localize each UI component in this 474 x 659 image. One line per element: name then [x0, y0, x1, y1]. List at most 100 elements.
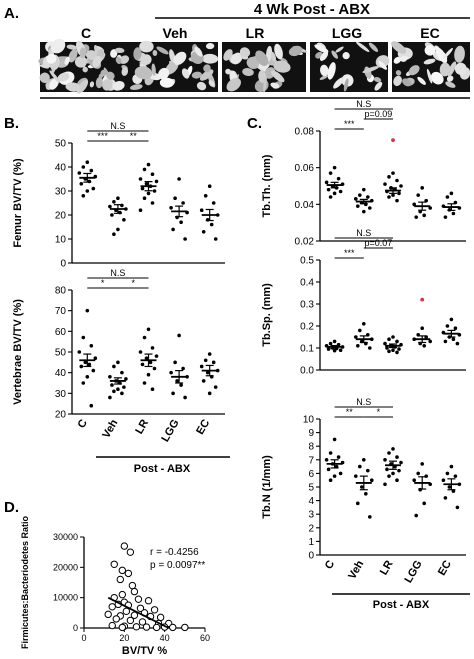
x-tick-label: LR: [133, 417, 151, 436]
y-axis-label: Firmicutes:Bacteriodetes Ratio: [20, 515, 30, 649]
microct-trabecula: [139, 40, 154, 53]
y-tick-label: 7: [308, 455, 314, 466]
data-point: [213, 237, 218, 241]
data-point: [412, 478, 417, 483]
data-point: [387, 451, 391, 455]
y-tick-label: 9: [308, 428, 314, 439]
x-tick-label: C: [76, 417, 90, 430]
data-point: [169, 623, 177, 632]
data-point: [383, 182, 387, 186]
microct-trabecula: [319, 51, 329, 61]
data-point: [326, 467, 331, 472]
panel-c-letter: C.: [247, 115, 262, 132]
x-tick-label: C: [323, 558, 337, 571]
microct-trabecula: [102, 79, 113, 91]
data-point: [416, 471, 421, 476]
data-point: [104, 610, 112, 619]
data-point: [387, 337, 391, 342]
microct-images: [38, 38, 471, 94]
regression-line: [107, 596, 170, 629]
data-point: [205, 370, 210, 375]
data-point: [211, 360, 216, 365]
data-point: [156, 613, 165, 622]
dotplot-vertebrae: 20 30 40 50 60 70 80 Vertebrae BV/TV (%) * * N.S C V…: [12, 268, 225, 444]
y-tick-label: 0.4: [300, 278, 314, 289]
data-point: [368, 515, 372, 519]
y-tick-label: 50: [55, 348, 67, 359]
dotplot-tbsp: 0.0 0.1 0.2 0.3 0.4 0.5 Tb.Sp. (mm) *** p=0.07N.…: [261, 228, 466, 377]
data-point: [328, 451, 333, 455]
microct-trabecula: [378, 61, 388, 70]
data-point: [358, 328, 362, 333]
microct-trabecula: [191, 71, 202, 79]
data-point: [391, 447, 395, 451]
data-point: [130, 611, 139, 619]
data-point: [422, 213, 427, 218]
microct-trabecula: [393, 56, 402, 64]
data-point: [173, 360, 177, 365]
microct-trabecula: [242, 68, 254, 76]
data-point: [81, 165, 86, 169]
microct-trabecula: [130, 84, 143, 91]
x-axis-label: BV/TV %: [122, 645, 167, 657]
data-point: [124, 569, 133, 578]
data-point: [199, 208, 204, 212]
y-tick-label: 2: [308, 523, 314, 534]
x-tick-label: Veh: [100, 417, 120, 440]
microct-trabecula: [314, 44, 329, 53]
data-point: [112, 200, 116, 204]
data-point: [207, 391, 212, 396]
significance-label: N.S: [356, 397, 371, 407]
data-point: [179, 220, 183, 224]
microct-trabecula: [97, 48, 105, 58]
microct-trabecula: [65, 82, 81, 92]
data-point: [397, 468, 401, 473]
data-point: [326, 347, 331, 351]
data-point: [89, 344, 94, 348]
data-point: [150, 201, 155, 205]
microct-trabecula: [446, 75, 454, 82]
data-point: [110, 213, 114, 217]
y-tick-label: 0: [308, 551, 314, 562]
data-point: [453, 326, 458, 331]
data-point: [142, 381, 147, 385]
data-point: [81, 381, 86, 385]
data-point: [362, 322, 366, 326]
data-point: [124, 377, 128, 381]
y-axis-label: Vertebrae BV/TV (%): [12, 299, 24, 405]
microct-trabecula: [64, 56, 70, 65]
y-tick-label: 40: [55, 163, 67, 174]
data-point: [445, 471, 450, 476]
data-point: [116, 575, 125, 584]
correlation-p: p = 0.0097**: [150, 560, 205, 571]
y-tick-label: 0.02: [295, 237, 315, 248]
data-point: [126, 548, 135, 556]
group-label-lgg: LGG: [332, 25, 362, 41]
data-point: [383, 482, 387, 487]
data-point: [150, 346, 155, 350]
data-point: [387, 349, 391, 354]
y-axis-label: Tb.Sp. (mm): [261, 283, 273, 347]
y-tick-label: 60: [55, 327, 67, 338]
data-point: [171, 227, 175, 232]
data-point: [354, 474, 358, 478]
data-point: [130, 587, 139, 596]
y-tick-label: 4: [308, 496, 314, 507]
data-point: [81, 194, 86, 198]
data-point: [108, 621, 116, 630]
y-tick-label: 80: [55, 286, 67, 297]
microct-trabecula: [181, 68, 190, 79]
microct-trabecula: [199, 69, 214, 81]
data-point: [445, 324, 450, 328]
x-tick-label: 20: [119, 633, 129, 643]
data-point: [171, 391, 175, 396]
post-abx-label-b: Post - ABX: [134, 463, 191, 475]
data-point: [140, 362, 145, 367]
data-point: [395, 339, 399, 344]
data-point: [391, 471, 395, 476]
data-point: [183, 237, 187, 241]
data-point: [77, 171, 82, 175]
